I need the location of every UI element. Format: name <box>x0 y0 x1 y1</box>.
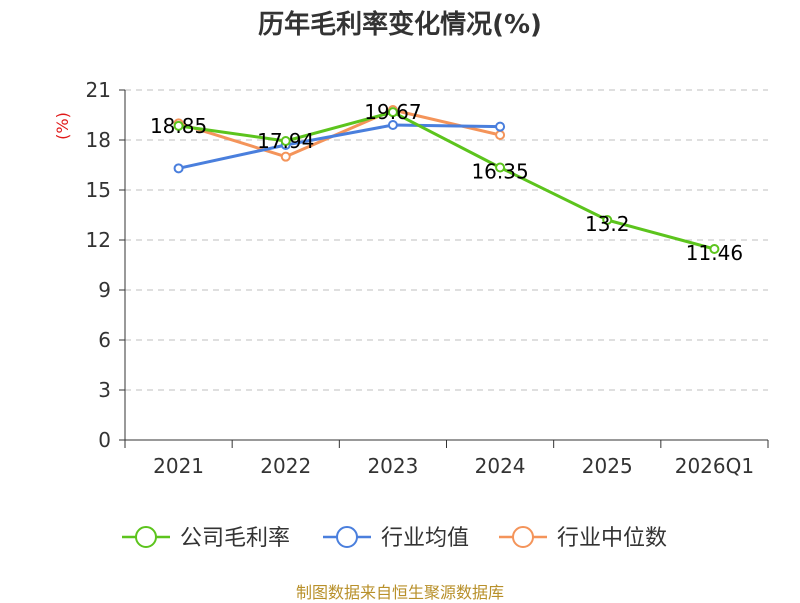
x-tick-label: 2024 <box>475 454 526 478</box>
legend-label[interactable]: 行业均值 <box>381 526 469 551</box>
y-axis-unit-label: (%) <box>53 112 72 140</box>
y-tick-label: 9 <box>98 278 111 302</box>
y-tick-label: 6 <box>98 328 111 352</box>
series-point-0 <box>280 136 291 146</box>
x-tick-label: 2026Q1 <box>675 454 754 478</box>
series-line-0 <box>178 110 715 251</box>
x-tick-label: 2025 <box>582 454 633 478</box>
series-point-0 <box>173 120 184 131</box>
data-label: 11.46 <box>686 241 743 265</box>
data-label: 13.2 <box>585 212 630 236</box>
legend-swatch-marker <box>336 526 358 548</box>
x-tick-label: 2022 <box>260 454 311 478</box>
data-label: 17.94 <box>257 129 314 153</box>
series-point-0 <box>387 107 398 118</box>
series-line-2 <box>178 108 501 159</box>
y-tick-label: 15 <box>86 178 111 202</box>
y-tick-label: 12 <box>86 228 111 252</box>
data-label: 18.85 <box>150 114 207 138</box>
legend-label[interactable]: 公司毛利率 <box>180 526 290 551</box>
y-tick-label: 0 <box>98 428 111 452</box>
y-tick-label: 3 <box>98 378 111 402</box>
series-point-2 <box>495 130 506 140</box>
series-point-1 <box>173 163 184 174</box>
legend-swatch-marker <box>135 526 157 548</box>
data-label: 19.67 <box>364 100 421 124</box>
chart-title: 历年毛利率变化情况(%) <box>258 10 542 40</box>
x-tick-label: 2023 <box>367 454 418 478</box>
y-tick-label: 18 <box>86 128 111 152</box>
x-tick-label: 2021 <box>153 454 204 478</box>
source-note: 制图数据来自恒生聚源数据库 <box>295 583 504 602</box>
series-point-1 <box>495 121 506 132</box>
series-point-0 <box>602 215 613 225</box>
series-point-0 <box>709 244 720 254</box>
y-tick-label: 21 <box>86 78 111 102</box>
series-point-0 <box>495 162 506 173</box>
data-label: 16.35 <box>471 160 528 184</box>
series-point-2 <box>280 151 291 162</box>
series-point-1 <box>387 120 398 130</box>
legend-swatch-marker <box>512 526 534 548</box>
legend-label[interactable]: 行业中位数 <box>557 526 667 551</box>
series-line-1 <box>178 123 501 170</box>
